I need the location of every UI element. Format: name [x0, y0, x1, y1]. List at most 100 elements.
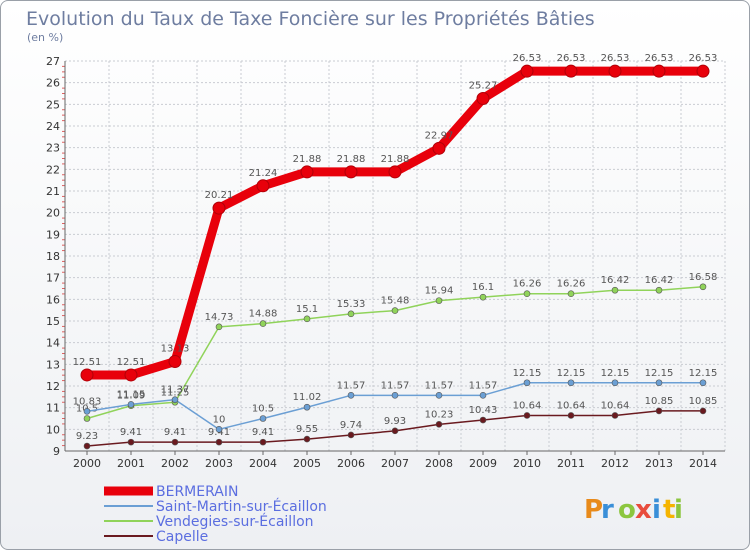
data-label: 21.88 — [293, 154, 322, 165]
data-label: 16.42 — [601, 275, 630, 286]
data-label: 11.37 — [161, 385, 190, 396]
y-tick-label: 24 — [46, 120, 60, 133]
data-label: 10.64 — [601, 400, 630, 411]
legend-label: Saint-Martin-sur-Écaillon — [156, 498, 327, 515]
data-point — [435, 392, 443, 399]
data-point — [215, 426, 223, 433]
data-point — [303, 403, 311, 411]
data-label: 12.51 — [117, 357, 146, 368]
data-label: 26.53 — [557, 53, 586, 64]
data-point — [259, 438, 267, 446]
y-tick-label: 15 — [46, 315, 60, 328]
data-point — [699, 379, 707, 387]
data-label: 11.57 — [469, 380, 498, 391]
series-group: 9.239.419.419.419.419.559.749.9310.2310.… — [73, 53, 718, 450]
data-label: 21.24 — [249, 168, 278, 179]
data-point — [171, 396, 179, 403]
logo-letter: x — [635, 495, 652, 525]
data-point — [476, 91, 490, 105]
y-tick-label: 12 — [46, 380, 60, 393]
y-tick-label: 16 — [46, 293, 60, 306]
data-point — [652, 64, 666, 78]
data-label: 26.53 — [645, 53, 674, 64]
legend-item: Vendegies-sur-Écaillon — [104, 513, 314, 530]
x-tick-label: 2013 — [645, 457, 673, 470]
data-label: 10.83 — [73, 396, 102, 407]
legend-label: BERMERAIN — [156, 484, 238, 500]
data-point — [655, 286, 663, 294]
data-label: 12.15 — [557, 368, 586, 379]
y-tick-label: 11 — [46, 402, 60, 415]
data-label: 9.55 — [296, 424, 318, 435]
x-tick-label: 2006 — [337, 457, 365, 470]
data-point — [696, 64, 710, 78]
y-tick-label: 14 — [46, 337, 60, 350]
data-point — [83, 408, 91, 415]
chart-title: Evolution du Taux de Taxe Foncière sur l… — [26, 8, 595, 30]
data-label: 12.51 — [73, 357, 102, 368]
data-label: 10.43 — [469, 405, 498, 416]
data-point — [479, 293, 487, 301]
x-tick-label: 2009 — [469, 457, 497, 470]
logo-letter: i — [652, 495, 661, 525]
data-label: 16.42 — [645, 275, 674, 286]
data-point — [479, 392, 487, 399]
data-label: 20.21 — [205, 190, 234, 201]
data-label: 26.53 — [689, 53, 718, 64]
y-tick-label: 22 — [46, 163, 60, 176]
x-tick-label: 2001 — [117, 457, 145, 470]
data-label: 16.1 — [472, 282, 494, 293]
x-tick-label: 2014 — [689, 457, 717, 470]
data-point — [171, 438, 179, 446]
data-point — [520, 64, 534, 78]
data-label: 26.53 — [601, 53, 630, 64]
data-point — [611, 286, 619, 294]
data-point — [124, 368, 138, 382]
axes: 9 10 11 12 13 14 15 16 17 18 19 20 21 22 23 24 25 26 27 200… — [46, 55, 725, 470]
legend-item: BERMERAIN — [104, 484, 238, 500]
logo-letter: t — [663, 495, 675, 525]
data-label: 9.74 — [340, 420, 362, 431]
data-label: 9.41 — [120, 427, 142, 438]
data-point — [655, 379, 663, 387]
data-point — [699, 283, 707, 291]
data-label: 21.88 — [381, 154, 410, 165]
data-label: 15.48 — [381, 296, 410, 307]
data-point — [608, 64, 622, 78]
x-tick-label: 2008 — [425, 457, 453, 470]
data-point — [344, 165, 358, 179]
series-2: 10.5 11.09 11.25 14.73 14.88 15.1 15.33 15.48 15… — [76, 272, 717, 422]
data-point — [432, 141, 446, 155]
series-1: 10.83 11.15 11.37 10 10.5 11.02 11.57 11.57 11.5… — [73, 368, 717, 433]
x-tick-label: 2011 — [557, 457, 585, 470]
data-point — [347, 392, 355, 399]
x-tick-label: 2012 — [601, 457, 629, 470]
legend: BERMERAINSaint-Martin-sur-ÉcaillonVendeg… — [104, 484, 327, 545]
data-point — [391, 427, 399, 435]
data-label: 10.5 — [252, 404, 274, 415]
data-label: 14.88 — [249, 309, 278, 320]
data-point — [303, 315, 311, 323]
data-label: 10.85 — [645, 396, 674, 407]
data-point — [655, 407, 663, 415]
data-label: 25.27 — [469, 80, 498, 91]
legend-item: Saint-Martin-sur-Écaillon — [104, 498, 327, 515]
data-label: 10.23 — [425, 409, 454, 420]
data-point — [215, 438, 223, 446]
x-tick-label: 2005 — [293, 457, 321, 470]
data-point — [168, 355, 182, 369]
data-point — [699, 407, 707, 415]
data-label: 11.15 — [117, 389, 146, 400]
y-tick-label: 20 — [46, 207, 60, 220]
y-tick-label: 23 — [46, 142, 60, 155]
data-point — [567, 412, 575, 419]
data-label: 16.26 — [557, 279, 586, 290]
data-label: 11.02 — [293, 392, 322, 403]
y-tick-label: 10 — [46, 423, 60, 436]
data-label: 16.58 — [689, 272, 718, 283]
data-label: 21.88 — [337, 154, 366, 165]
y-tick-label: 9 — [53, 445, 60, 458]
data-point — [83, 415, 91, 422]
data-point — [611, 379, 619, 387]
